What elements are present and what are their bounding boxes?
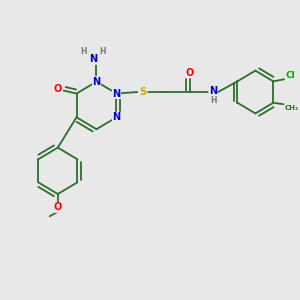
Text: N: N <box>209 85 217 96</box>
Text: O: O <box>186 68 194 78</box>
Text: N: N <box>112 112 121 122</box>
Text: N: N <box>112 88 121 98</box>
Text: N: N <box>90 54 98 64</box>
Text: S: S <box>139 87 146 97</box>
Text: H: H <box>80 47 87 56</box>
Text: H: H <box>210 97 216 106</box>
Text: N: N <box>92 76 101 87</box>
Text: CH₃: CH₃ <box>285 105 299 111</box>
Text: Cl: Cl <box>286 71 296 80</box>
Text: O: O <box>54 84 62 94</box>
Text: H: H <box>100 47 106 56</box>
Text: O: O <box>54 202 62 212</box>
